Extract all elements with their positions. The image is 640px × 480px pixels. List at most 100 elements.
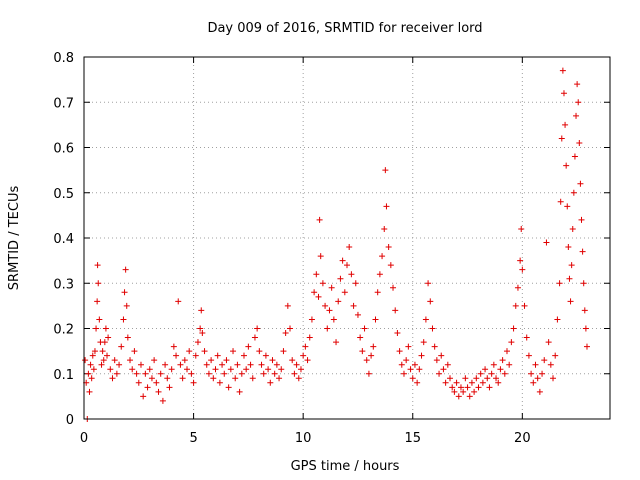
data-point	[105, 334, 112, 341]
data-point	[324, 325, 331, 332]
data-point	[153, 379, 160, 386]
data-point	[155, 388, 162, 395]
data-point	[205, 370, 212, 377]
data-point	[514, 284, 521, 291]
x-tick-label: 15	[404, 431, 421, 446]
data-point	[273, 361, 280, 368]
data-point	[578, 216, 585, 223]
data-point	[530, 379, 537, 386]
data-point	[267, 379, 274, 386]
data-point	[256, 348, 263, 355]
data-point	[258, 361, 265, 368]
data-point	[570, 189, 577, 196]
data-point	[556, 280, 563, 287]
data-point	[269, 357, 276, 364]
data-point	[93, 325, 100, 332]
data-point	[451, 388, 458, 395]
data-point	[313, 271, 320, 278]
y-tick-label: 0.1	[53, 368, 74, 383]
data-point	[104, 352, 111, 359]
data-point	[510, 325, 517, 332]
data-point	[501, 370, 508, 377]
data-point	[414, 379, 421, 386]
data-point	[477, 370, 484, 377]
data-point	[337, 275, 344, 282]
data-point	[352, 280, 359, 287]
data-point	[280, 348, 287, 355]
data-point	[212, 366, 219, 373]
data-point	[131, 348, 138, 355]
data-point	[302, 343, 309, 350]
data-point	[335, 298, 342, 305]
data-point	[557, 198, 564, 205]
data-point	[453, 379, 460, 386]
data-point	[418, 352, 425, 359]
data-point	[523, 334, 530, 341]
data-point	[486, 384, 493, 391]
data-point	[558, 135, 565, 142]
y-tick-label: 0.4	[53, 232, 74, 247]
data-point	[387, 262, 394, 269]
y-tick-label: 0.3	[53, 277, 74, 292]
data-point	[262, 352, 269, 359]
data-point	[422, 316, 429, 323]
data-point	[344, 262, 350, 269]
data-point	[96, 316, 103, 323]
data-point	[521, 302, 528, 309]
y-tick-label: 0.6	[53, 142, 74, 157]
data-point	[495, 379, 502, 386]
data-point	[569, 225, 576, 232]
data-point	[236, 388, 243, 395]
data-point	[455, 393, 462, 400]
data-point	[116, 361, 123, 368]
y-axis: 0 0.1 0.2 0.3 0.4 0.5 0.6 0.7 0.8	[53, 51, 610, 428]
grid	[84, 57, 610, 419]
data-point	[396, 348, 403, 355]
data-point	[148, 375, 155, 382]
data-point	[219, 361, 226, 368]
data-point	[284, 302, 291, 309]
data-point	[575, 99, 582, 106]
data-point	[407, 366, 414, 373]
data-point	[385, 244, 392, 251]
data-point	[462, 375, 469, 382]
data-point	[297, 366, 304, 373]
data-point	[392, 307, 399, 314]
data-point	[488, 370, 495, 377]
data-point	[265, 366, 272, 373]
data-point	[525, 352, 532, 359]
data-point	[90, 366, 97, 373]
data-point	[379, 253, 386, 260]
data-point	[238, 370, 245, 377]
data-point	[564, 203, 571, 210]
data-point	[438, 352, 445, 359]
data-point	[157, 370, 164, 377]
data-point	[98, 361, 105, 368]
data-point	[118, 343, 125, 350]
data-point	[192, 352, 199, 359]
data-point	[221, 370, 228, 377]
data-point	[497, 366, 504, 373]
data-point	[133, 370, 140, 377]
data-point	[512, 302, 519, 309]
data-point	[137, 361, 144, 368]
data-point	[361, 325, 368, 332]
data-point	[427, 298, 434, 305]
data-point	[291, 370, 298, 377]
data-point	[394, 330, 401, 337]
data-point	[368, 352, 375, 359]
data-point	[330, 316, 337, 323]
data-point	[403, 357, 410, 364]
data-point	[499, 357, 506, 364]
data-point	[559, 67, 566, 74]
data-point	[341, 289, 348, 296]
data-point	[429, 325, 436, 332]
data-point	[304, 357, 311, 364]
data-point	[89, 352, 96, 359]
data-point	[411, 361, 418, 368]
data-point	[146, 366, 153, 373]
data-point	[278, 366, 285, 373]
data-point	[466, 393, 473, 400]
data-point	[100, 357, 107, 364]
data-point	[460, 388, 467, 395]
